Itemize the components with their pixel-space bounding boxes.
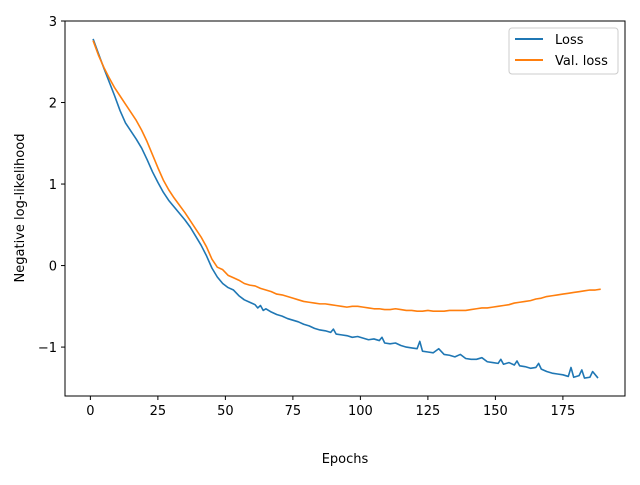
x-tick-label: 0 [86, 404, 94, 419]
x-tick-label: 175 [550, 404, 575, 419]
series-layer [92, 38, 601, 379]
y-tick-label: 0 [49, 260, 57, 275]
y-tick-label: −1 [38, 341, 57, 356]
legend-label-val-loss: Val. loss [555, 54, 608, 69]
x-tick-label: 75 [285, 404, 302, 419]
ticks-layer: 0 25 50 75 100 125 150 175 −1 0 1 2 3 [38, 15, 575, 419]
legend: Loss Val. loss [508, 27, 619, 75]
y-tick-label: 1 [49, 178, 57, 193]
x-axis-label: Epochs [322, 452, 369, 467]
series-line-loss [92, 38, 599, 379]
x-tick-label: 150 [483, 404, 508, 419]
x-tick-label: 50 [217, 404, 234, 419]
x-tick-label: 125 [415, 404, 440, 419]
x-tick-label: 100 [348, 404, 373, 419]
x-tick-label: 25 [150, 404, 167, 419]
axes-frame [64, 20, 626, 397]
series-line-val-loss [92, 40, 601, 313]
y-axis-label: Negative log-likelihood [13, 134, 28, 283]
y-tick-label: 2 [49, 97, 57, 112]
y-tick-label: 3 [49, 15, 57, 30]
legend-label-loss: Loss [555, 33, 584, 48]
